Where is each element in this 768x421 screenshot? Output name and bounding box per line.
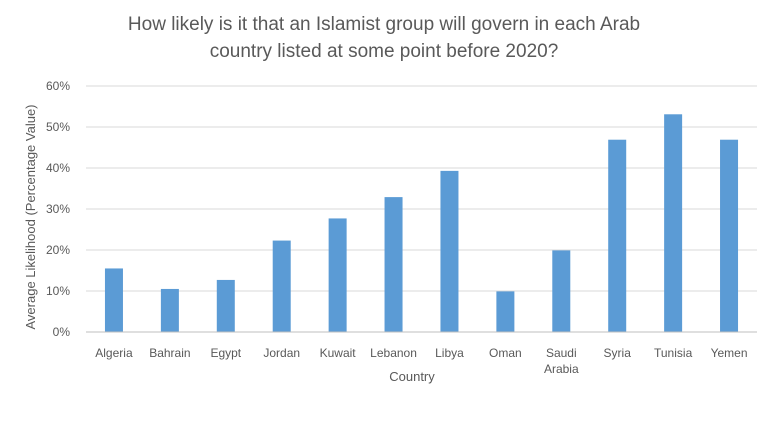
- bar-libya: [440, 170, 459, 332]
- x-tick-label-2: Egypt: [210, 346, 241, 360]
- x-tick-label-0: Algeria: [95, 346, 133, 360]
- y-axis-label: Average Likelihood (Percentage Value): [23, 105, 38, 330]
- x-tick-label-1: Bahrain: [149, 346, 190, 360]
- x-tick-label-10: Tunisia: [654, 346, 693, 360]
- x-axis-label: Country: [389, 369, 435, 384]
- bar-jordan: [272, 240, 291, 332]
- bar-tunisia: [664, 114, 683, 332]
- x-tick-label-8-0: Saudi: [546, 346, 577, 360]
- bar-saudi-arabia: [552, 250, 571, 332]
- bar-kuwait: [328, 218, 347, 332]
- x-tick-label-5: Lebanon: [370, 346, 417, 360]
- x-tick-label-6: Libya: [435, 346, 464, 360]
- bar-oman: [496, 291, 515, 332]
- y-tick-label-3: 30%: [46, 202, 70, 216]
- y-tick-label-2: 20%: [46, 243, 70, 257]
- x-tick-label-11: Yemen: [711, 346, 748, 360]
- y-tick-label-1: 10%: [46, 284, 70, 298]
- bar-syria: [608, 139, 627, 332]
- bar-algeria: [104, 268, 123, 332]
- bar-lebanon: [384, 197, 403, 332]
- bar-yemen: [720, 139, 739, 332]
- y-tick-label-0: 0%: [53, 325, 71, 339]
- x-tick-label-7: Oman: [489, 346, 522, 360]
- x-tick-label-4: Kuwait: [320, 346, 357, 360]
- y-tick-label-6: 60%: [46, 79, 70, 93]
- chart-title-line-1: How likely is it that an Islamist group …: [128, 14, 640, 35]
- y-tick-label-5: 50%: [46, 120, 70, 134]
- x-tick-label-9: Syria: [604, 346, 632, 360]
- x-tick-label-8-1: Arabia: [544, 362, 579, 376]
- bar-bahrain: [160, 288, 179, 332]
- chart-title-line-2: country listed at some point before 2020…: [210, 41, 559, 62]
- x-tick-label-3: Jordan: [263, 346, 300, 360]
- y-tick-label-4: 40%: [46, 161, 70, 175]
- bar-egypt: [216, 279, 235, 332]
